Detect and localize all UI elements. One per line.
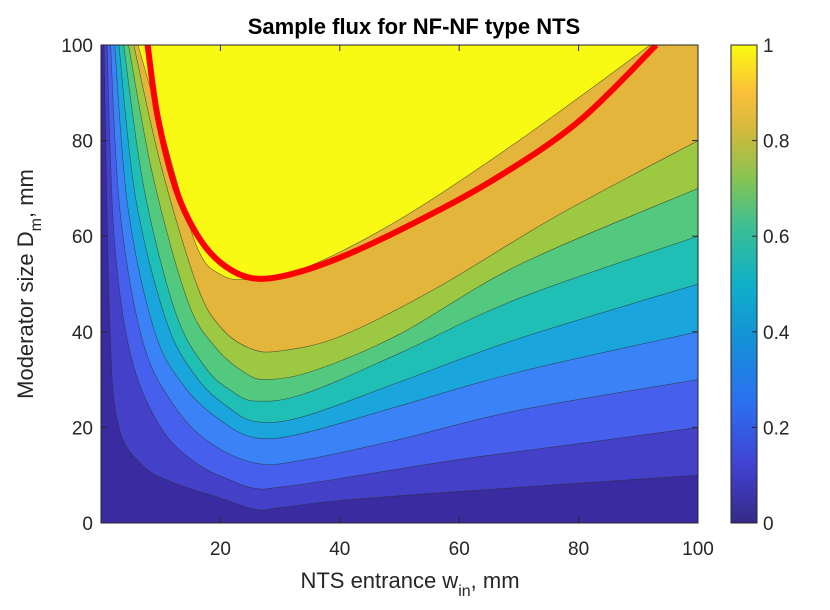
- plot-frame: [100, 44, 699, 524]
- contour-line-0.8: [133, 45, 698, 353]
- contour-fills: [101, 45, 698, 523]
- x-axis-ticks: 20 40 60 80 100: [210, 45, 714, 560]
- highlight-curve: [144, 45, 659, 282]
- contour-lines: [103, 45, 698, 511]
- contour-line-0.7: [128, 45, 698, 380]
- x-axis-label-unit: , mm: [471, 568, 520, 593]
- x-axis-label: NTS entrance win, mm: [300, 568, 519, 600]
- contour-line-0.5: [118, 45, 698, 423]
- colorbar-tick-label: 0.6: [763, 227, 789, 248]
- y-tick-label: 40: [72, 323, 93, 344]
- highlight-curve-group: [144, 45, 659, 282]
- colorbar-tick-label: 0.2: [763, 418, 789, 439]
- contour-line-0.4: [114, 45, 698, 440]
- x-tick-label: 20: [210, 539, 231, 560]
- y-tick-label: 100: [61, 36, 93, 57]
- y-axis-label-main: Moderator size D: [13, 231, 38, 399]
- colorbar-tick-label: 0.4: [763, 323, 790, 344]
- x-tick-label: 60: [449, 539, 470, 560]
- y-axis-label-subscript: m: [28, 218, 45, 231]
- y-axis-label-unit: , mm: [13, 169, 38, 218]
- x-axis-label-subscript: in: [458, 583, 470, 600]
- y-axis-ticks: 0 20 40 60 80 100: [61, 36, 698, 535]
- contour-line-0.1: [103, 45, 698, 511]
- y-tick-label: 80: [72, 132, 93, 153]
- y-tick-label: 20: [72, 418, 93, 439]
- y-tick-label: 60: [72, 227, 93, 248]
- contour-line-0.2: [106, 45, 698, 490]
- chart-title: Sample flux for NF-NF type NTS: [248, 14, 580, 39]
- contour-band-3: [101, 45, 698, 523]
- y-axis-label: Moderator size Dm, mm: [13, 169, 45, 399]
- x-tick-label: 40: [329, 539, 350, 560]
- colorbar-tick-label: 1: [763, 36, 774, 57]
- y-tick-label: 0: [82, 514, 93, 535]
- x-tick-label: 100: [682, 539, 714, 560]
- colorbar: [730, 44, 758, 524]
- colorbar-tick-label: 0.8: [763, 132, 789, 153]
- contour-line-0.3: [110, 45, 698, 465]
- x-axis-label-main: NTS entrance w: [300, 568, 458, 593]
- colorbar-tick-label: 0: [763, 514, 774, 535]
- x-tick-label: 80: [568, 539, 589, 560]
- contour-line-0.6: [123, 45, 698, 402]
- colorbar-ticks: 0 0.2 0.4 0.6 0.8 1: [752, 36, 790, 535]
- contour-band-1: [101, 45, 698, 523]
